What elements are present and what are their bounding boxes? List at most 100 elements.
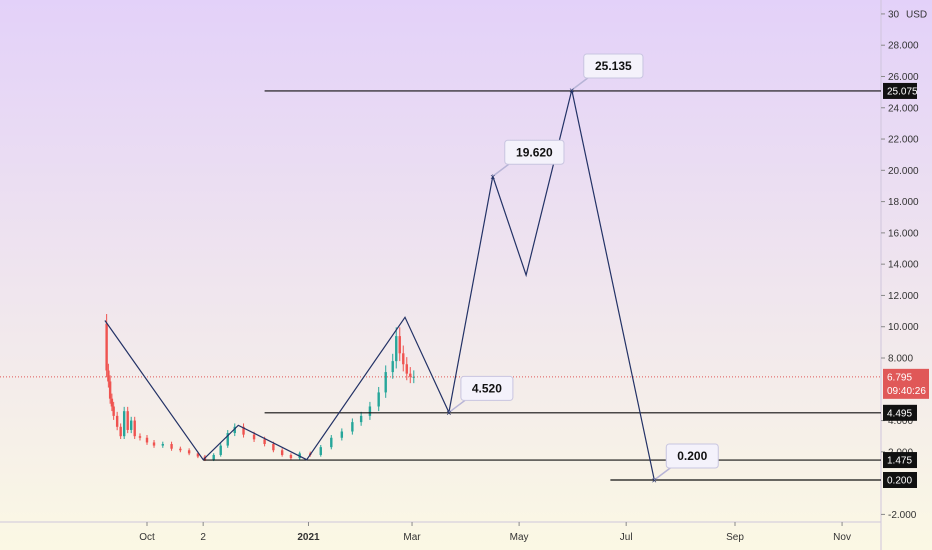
candle-body xyxy=(384,372,387,393)
level-price-tag-label: 1.475 xyxy=(887,456,912,467)
callout-anchor-mark: × xyxy=(446,408,451,418)
candle-body xyxy=(145,437,149,443)
x-tick-label: Oct xyxy=(139,532,155,543)
x-tick-label: Mar xyxy=(403,532,421,543)
y-tick-label: 24.000 xyxy=(888,103,919,114)
level-price-tag xyxy=(883,452,917,469)
candle-body xyxy=(280,450,284,455)
callout-pointer xyxy=(653,467,671,481)
callout-pointer xyxy=(571,77,589,91)
level-price-tag-label: 0.200 xyxy=(887,475,912,486)
candle-body xyxy=(112,406,115,416)
candle-body xyxy=(108,381,112,399)
y-tick-label: 10.000 xyxy=(888,322,919,333)
candle-body xyxy=(272,444,275,451)
candle-body xyxy=(187,450,191,454)
candle-body xyxy=(368,406,372,416)
zigzag-line xyxy=(104,89,655,481)
candle-body xyxy=(252,434,256,440)
candle-body xyxy=(330,437,333,448)
x-tick-label: Jul xyxy=(620,532,633,543)
level-price-tag xyxy=(883,82,917,99)
y-axis-unit: USD xyxy=(906,9,927,20)
level-price-tag-label: 4.495 xyxy=(887,408,912,419)
callouts-layer: 4.520 × 19.620 × 25.135 × 0.200 × xyxy=(446,53,719,485)
x-tick-label: May xyxy=(510,532,529,543)
candle-body xyxy=(219,445,222,455)
callout-box xyxy=(665,443,719,469)
candle-body xyxy=(107,370,110,382)
level-price-tag-label: 25.075 xyxy=(887,86,918,97)
candle-body xyxy=(170,444,173,449)
candle-body xyxy=(377,392,380,407)
callout-label: 19.620 xyxy=(516,145,553,159)
candle-body xyxy=(196,453,200,457)
y-tick-label: 26.000 xyxy=(888,72,919,83)
candle-body xyxy=(242,426,245,435)
candle-body xyxy=(138,436,142,438)
candle-body xyxy=(161,444,164,446)
price-axis-tags: 25.075 4.495 1.475 0.200 6.795 09:40:26 xyxy=(883,82,929,488)
time-axis[interactable]: Oct 2 2021 Mar May Jul Sep Nov xyxy=(139,522,851,543)
candle-body xyxy=(133,420,136,437)
callout-label: 25.135 xyxy=(595,59,632,73)
candle-body xyxy=(409,373,412,377)
y-tick-label: 18.000 xyxy=(888,197,919,208)
callout-box xyxy=(460,375,514,401)
candles-layer xyxy=(105,314,415,462)
candle-body xyxy=(115,415,119,427)
callout-anchor-mark: × xyxy=(569,86,574,96)
y-tick-label: 22.000 xyxy=(888,135,919,146)
x-tick-label: 2 xyxy=(200,532,206,543)
candle-body xyxy=(122,411,126,437)
callout-label: 4.520 xyxy=(472,381,502,395)
y-tick-label: 30 xyxy=(888,9,900,20)
candle-body xyxy=(226,433,229,446)
candle-body xyxy=(126,411,129,430)
horizontal-levels-layer xyxy=(203,90,881,481)
y-tick-label: 20.000 xyxy=(888,166,919,177)
x-tick-label: Nov xyxy=(833,532,851,543)
candle-body xyxy=(359,415,363,423)
candle-body xyxy=(402,353,405,365)
y-tick-label: 14.000 xyxy=(888,260,919,271)
x-tick-label: Sep xyxy=(726,532,744,543)
callout-box xyxy=(583,53,644,79)
y-tick-label: 28.000 xyxy=(888,41,919,52)
y-tick-label: 8.000 xyxy=(888,354,913,365)
candle-body xyxy=(319,447,322,455)
candle-body xyxy=(351,422,354,432)
callout-anchor-mark: × xyxy=(490,172,495,182)
y-tick-label: 4.000 xyxy=(888,416,913,427)
candle-body xyxy=(289,454,293,459)
y-tick-label: 12.000 xyxy=(888,291,919,302)
current-price-tag xyxy=(883,368,929,399)
callout-pointer xyxy=(492,163,510,177)
candle-body xyxy=(412,376,415,378)
level-price-tag xyxy=(883,404,917,421)
candle-body xyxy=(130,420,133,430)
candle-body xyxy=(405,364,408,374)
candle-body xyxy=(119,426,122,437)
candle-body xyxy=(398,336,401,354)
callout-pointer xyxy=(448,399,466,414)
candle-body xyxy=(105,323,108,371)
candle-body xyxy=(391,361,394,373)
current-price-countdown: 09:40:26 xyxy=(887,386,926,397)
callout-label: 0.200 xyxy=(677,449,707,463)
current-price-tag-label: 6.795 xyxy=(887,372,912,383)
candle-body xyxy=(340,431,344,438)
y-tick-label: -2.000 xyxy=(888,510,917,521)
y-tick-label: 16.000 xyxy=(888,228,919,239)
candle-body xyxy=(110,398,114,407)
candle-body xyxy=(263,439,266,445)
candle-body xyxy=(179,448,182,451)
callout-box xyxy=(504,139,565,165)
zigzag-projection-layer xyxy=(104,89,655,481)
candle-body xyxy=(212,454,215,460)
candle-body xyxy=(395,336,398,362)
level-price-tag xyxy=(883,471,917,488)
candle-body xyxy=(233,426,236,434)
